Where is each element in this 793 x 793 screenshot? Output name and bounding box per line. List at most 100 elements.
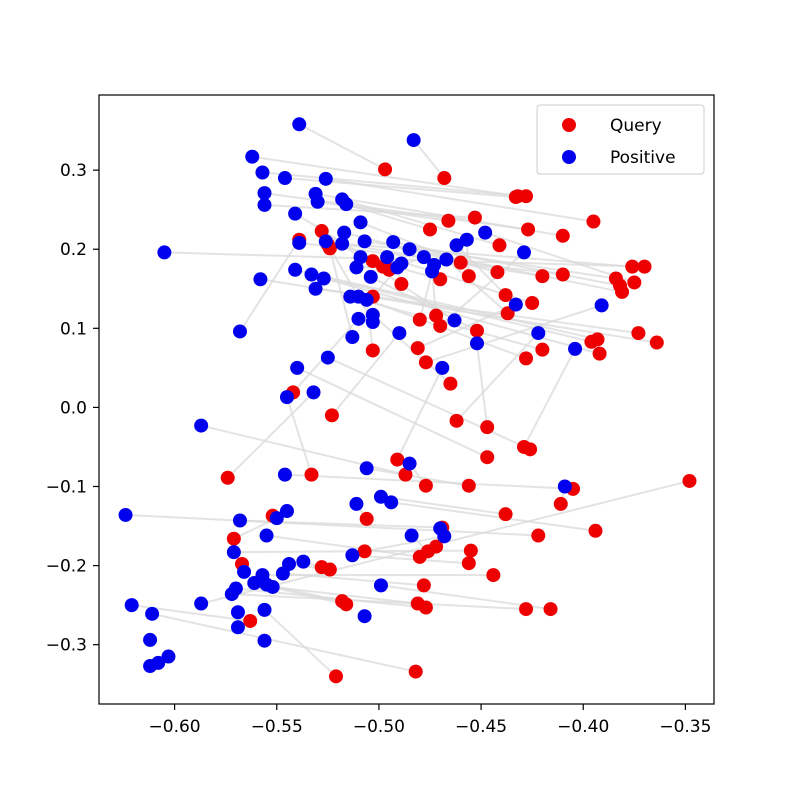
- positive-point: [310, 194, 325, 209]
- positive-point: [373, 489, 388, 504]
- pair-link: [475, 343, 489, 428]
- query-point: [490, 265, 505, 280]
- x-tick-label: −0.55: [251, 717, 303, 737]
- positive-point: [118, 507, 133, 522]
- query-point: [498, 507, 513, 522]
- query-point: [422, 222, 437, 237]
- pair-link: [455, 332, 540, 422]
- legend-label-positive: Positive: [610, 148, 676, 168]
- query-point: [525, 296, 540, 311]
- positive-point: [269, 511, 284, 526]
- pair-link: [391, 501, 596, 532]
- positive-point: [257, 633, 272, 648]
- query-point: [437, 171, 452, 186]
- positive-point: [253, 272, 268, 287]
- positive-point: [320, 350, 335, 365]
- positive-point: [363, 269, 378, 284]
- query-point: [543, 602, 558, 617]
- query-point: [492, 238, 507, 253]
- positive-point: [318, 171, 333, 186]
- query-point: [461, 269, 476, 284]
- pair-link: [425, 304, 602, 364]
- query-point: [412, 549, 427, 564]
- positive-point: [435, 360, 450, 375]
- query-point: [226, 531, 241, 546]
- query-point: [637, 259, 652, 274]
- query-point: [365, 343, 380, 358]
- pair-link: [231, 593, 527, 611]
- query-point: [418, 600, 433, 615]
- positive-point: [406, 133, 421, 148]
- positive-point: [404, 528, 419, 543]
- positive-point: [288, 206, 303, 221]
- x-axis: −0.60 −0.55 −0.50 −0.45 −0.40 −0.35: [149, 704, 711, 737]
- query-point: [508, 190, 523, 205]
- y-tick-label: 0.1: [60, 319, 87, 339]
- positive-point: [390, 260, 405, 275]
- pair-link: [380, 495, 506, 516]
- pair-link: [239, 239, 301, 333]
- pair-link: [412, 139, 446, 179]
- positive-point: [161, 649, 176, 664]
- query-point: [408, 664, 423, 679]
- positive-point: [143, 659, 158, 674]
- positive-point: [304, 267, 319, 282]
- positive-point: [439, 252, 454, 267]
- pair-link: [484, 231, 635, 284]
- query-point: [480, 420, 495, 435]
- query-point: [519, 602, 534, 617]
- pair-link: [298, 123, 386, 171]
- query-point: [584, 334, 599, 349]
- positive-point: [157, 245, 172, 260]
- query-point: [410, 341, 425, 356]
- positive-point: [259, 528, 274, 543]
- positive-point: [257, 186, 272, 201]
- positive-point: [145, 606, 160, 621]
- query-point: [390, 452, 405, 467]
- positive-point: [425, 264, 440, 279]
- pair-link: [455, 244, 507, 296]
- query-point: [521, 222, 536, 237]
- pair-link: [227, 391, 315, 479]
- query-point: [304, 467, 319, 482]
- query-point: [365, 254, 380, 269]
- query-point: [553, 496, 568, 511]
- pair-link: [266, 534, 420, 558]
- positive-point: [277, 171, 292, 186]
- pair-link: [294, 268, 598, 341]
- positive-point: [449, 238, 464, 253]
- positive-point: [335, 192, 350, 207]
- legend-box: [536, 104, 705, 175]
- query-point: [220, 470, 235, 485]
- positive-point: [437, 529, 452, 544]
- positive-point: [318, 234, 333, 249]
- positive-point: [469, 336, 484, 351]
- query-point: [682, 473, 697, 488]
- pair-link: [260, 278, 657, 344]
- query-point: [412, 312, 427, 327]
- query-point: [329, 669, 344, 684]
- positive-point: [296, 554, 311, 569]
- query-point: [586, 214, 601, 229]
- legend: Query Positive: [536, 104, 705, 175]
- query-point: [627, 275, 642, 290]
- query-point: [625, 259, 640, 274]
- y-tick-label: 0.0: [60, 398, 87, 418]
- query-point: [398, 467, 413, 482]
- positive-point: [402, 456, 417, 471]
- positive-point: [143, 632, 158, 647]
- query-point: [453, 255, 468, 270]
- pair-link: [125, 513, 539, 537]
- plot-frame: [98, 94, 715, 705]
- positive-point: [402, 242, 417, 257]
- positive-point: [275, 566, 290, 581]
- query-point: [469, 323, 484, 338]
- query-point: [467, 210, 482, 225]
- query-point: [519, 351, 534, 366]
- positive-point: [194, 596, 209, 611]
- pair-link: [325, 177, 594, 223]
- x-tick-label: −0.35: [659, 717, 711, 737]
- query-point: [463, 543, 478, 558]
- query-point: [531, 528, 546, 543]
